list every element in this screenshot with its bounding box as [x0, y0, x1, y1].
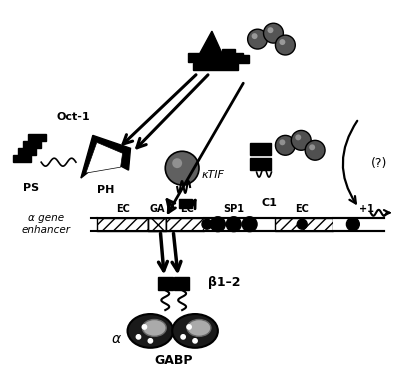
Circle shape [264, 23, 283, 43]
Bar [250, 158, 272, 170]
Text: (?): (?) [371, 157, 387, 170]
Circle shape [280, 140, 285, 145]
Circle shape [193, 339, 197, 343]
Bar [14, 155, 31, 162]
Bar [193, 63, 238, 70]
Bar [18, 148, 36, 155]
Circle shape [136, 335, 141, 339]
Text: EC: EC [180, 204, 194, 214]
Bar [174, 277, 189, 290]
Text: SP1: SP1 [223, 204, 244, 214]
Text: EC: EC [295, 204, 309, 214]
Circle shape [346, 218, 359, 231]
Text: EC: EC [116, 204, 130, 214]
Bar [188, 53, 243, 62]
Circle shape [187, 325, 191, 329]
Ellipse shape [142, 320, 166, 336]
Text: κTIF: κTIF [202, 170, 225, 180]
Bar [158, 277, 173, 290]
Bar [148, 218, 166, 231]
Polygon shape [86, 142, 122, 173]
Polygon shape [81, 135, 130, 178]
Text: C1: C1 [262, 198, 278, 208]
Text: α: α [112, 332, 121, 346]
Circle shape [242, 217, 257, 232]
Bar [166, 218, 204, 231]
Circle shape [148, 339, 152, 343]
Circle shape [142, 325, 147, 329]
Polygon shape [200, 31, 222, 53]
Circle shape [181, 335, 185, 339]
Bar [222, 49, 235, 57]
Circle shape [276, 135, 295, 155]
Text: Oct-1: Oct-1 [56, 113, 90, 122]
Text: PH: PH [97, 185, 114, 195]
Bar [333, 218, 384, 231]
Circle shape [309, 144, 315, 150]
Circle shape [276, 35, 295, 55]
Bar [236, 55, 249, 63]
Circle shape [226, 217, 241, 232]
Circle shape [268, 27, 274, 33]
Circle shape [291, 131, 311, 150]
Bar [204, 218, 276, 231]
Text: +1: +1 [359, 204, 374, 214]
Text: GA: GA [150, 204, 165, 214]
Circle shape [280, 39, 285, 45]
Text: β1–2: β1–2 [208, 276, 240, 289]
Circle shape [252, 33, 258, 39]
Bar [28, 134, 46, 141]
Ellipse shape [128, 314, 173, 348]
Circle shape [165, 151, 199, 185]
Ellipse shape [187, 320, 211, 336]
Circle shape [172, 158, 182, 168]
Circle shape [297, 219, 307, 229]
Ellipse shape [172, 314, 218, 348]
Bar [97, 218, 148, 231]
Bar [250, 143, 272, 155]
Text: α gene
enhancer: α gene enhancer [22, 213, 71, 235]
Bar [276, 218, 333, 231]
Circle shape [210, 217, 225, 232]
Text: GABP: GABP [154, 354, 192, 367]
Circle shape [305, 140, 325, 160]
Bar [179, 199, 192, 208]
Circle shape [295, 134, 301, 140]
Text: PS: PS [23, 183, 39, 193]
Bar [148, 218, 166, 231]
Bar [23, 141, 41, 148]
Circle shape [248, 29, 268, 49]
Circle shape [202, 219, 212, 229]
